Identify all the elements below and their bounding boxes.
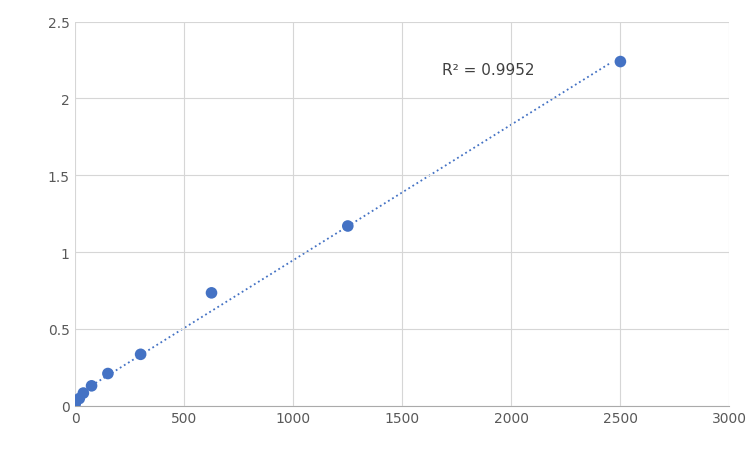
Point: [73, 395, 85, 402]
Point: [341, 223, 353, 230]
Point: [205, 290, 217, 297]
Point: [69, 400, 81, 408]
Point: [135, 351, 147, 358]
Text: R² = 0.9952: R² = 0.9952: [441, 63, 534, 78]
Point: [77, 390, 89, 397]
Point: [102, 370, 114, 377]
Point: [614, 59, 626, 66]
Point: [86, 382, 98, 390]
